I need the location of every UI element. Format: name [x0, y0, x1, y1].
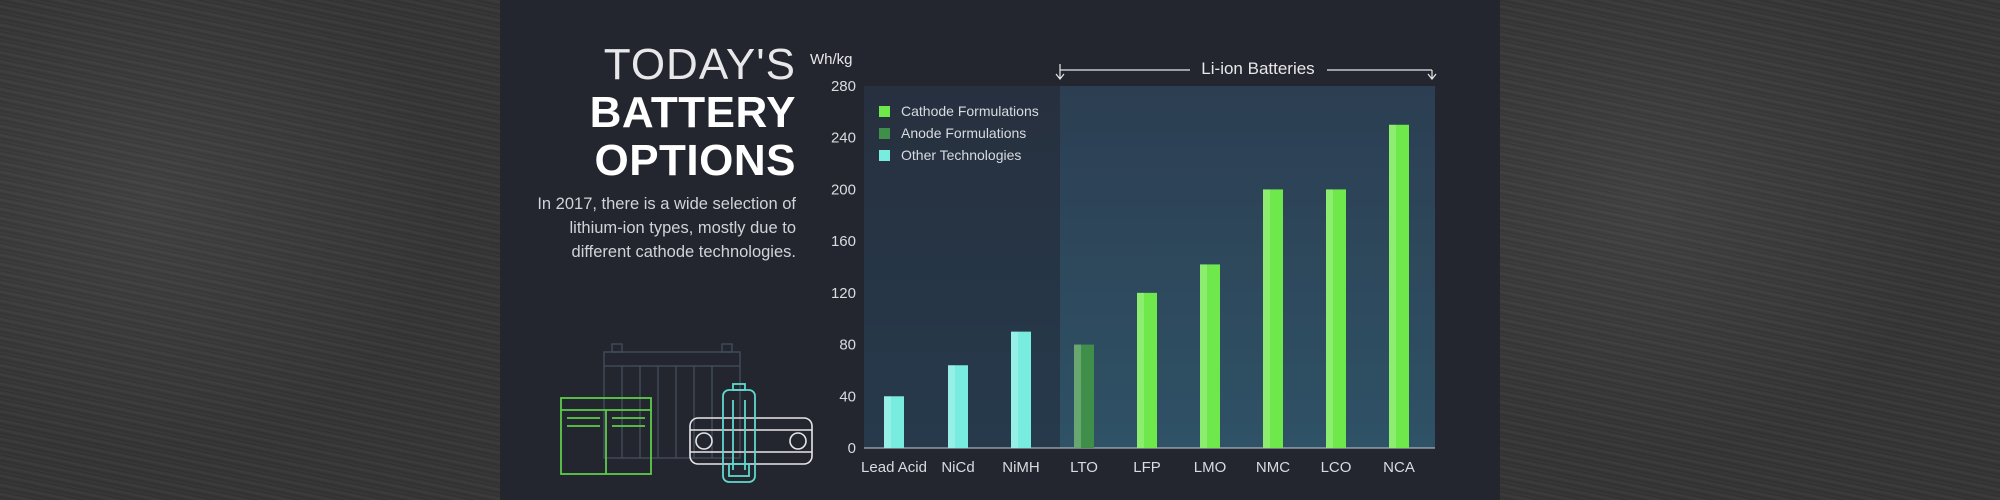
legend-label-other: Other Technologies [901, 147, 1021, 163]
title-line-3: OPTIONS [594, 136, 796, 185]
bar-lmo [1200, 264, 1220, 448]
bar-nicd [948, 365, 968, 448]
description-text: In 2017, there is a wide selection of li… [537, 195, 796, 261]
bar-highlight [1200, 264, 1207, 448]
bar-nimh [1011, 331, 1031, 448]
x-tick-label: LCO [1321, 459, 1352, 476]
title-line-2: BATTERY [589, 88, 796, 137]
bar-highlight [884, 396, 891, 448]
bar-highlight [1074, 344, 1081, 448]
legend-swatch-anode [879, 128, 890, 139]
y-tick-label: 120 [831, 285, 856, 302]
title-line-1: TODAY'S [603, 40, 796, 89]
y-tick-label: 40 [839, 388, 856, 405]
li-ion-region-background [1060, 86, 1435, 448]
legend-label-anode: Anode Formulations [901, 125, 1026, 141]
bar-highlight [1263, 189, 1270, 448]
bar-nmc [1263, 189, 1283, 448]
y-tick-label: 240 [831, 130, 856, 147]
y-axis-unit: Wh/kg [810, 51, 853, 68]
bars [884, 124, 1409, 449]
bar-highlight [1326, 189, 1333, 448]
x-axis-labels: Lead Acid NiCd NiMH LTO LFP LMO NMC LCO NCA [861, 459, 1415, 476]
y-axis-ticks: 0 40 80 120 160 200 240 280 [831, 78, 856, 457]
bar-nca [1389, 124, 1409, 449]
bar-highlight [1137, 292, 1144, 448]
left-background [0, 0, 500, 500]
x-tick-label: LMO [1194, 459, 1227, 476]
bar-lto [1074, 344, 1094, 448]
legend-label-cathode: Cathode Formulations [901, 103, 1039, 119]
li-ion-bracket: Li-ion Batteries [1055, 59, 1437, 80]
bar-lfp [1137, 292, 1157, 448]
legend-swatch-other [879, 150, 890, 161]
y-tick-label: 280 [831, 78, 856, 95]
bar-highlight [1389, 124, 1396, 449]
legend-swatch-cathode [879, 106, 890, 117]
y-tick-label: 160 [831, 233, 856, 250]
bar-highlight [1011, 331, 1018, 448]
y-tick-label: 200 [831, 181, 856, 198]
bar-highlight [948, 365, 955, 448]
x-tick-label: NMC [1256, 459, 1290, 476]
x-tick-label: Lead Acid [861, 459, 927, 476]
y-tick-label: 80 [839, 337, 856, 354]
x-tick-label: LTO [1070, 459, 1098, 476]
bar-lco [1326, 189, 1346, 448]
battery-illustration-icon [560, 343, 813, 483]
right-background [1500, 0, 2000, 500]
legend: Cathode Formulations Anode Formulations … [879, 103, 1039, 163]
x-tick-label: NiCd [941, 459, 974, 476]
y-tick-label: 0 [848, 440, 856, 457]
x-tick-label: NiMH [1002, 459, 1040, 476]
x-tick-label: NCA [1383, 459, 1415, 476]
bar-lead-acid [884, 396, 904, 448]
li-ion-bracket-label: Li-ion Batteries [1201, 59, 1314, 78]
x-tick-label: LFP [1133, 459, 1161, 476]
